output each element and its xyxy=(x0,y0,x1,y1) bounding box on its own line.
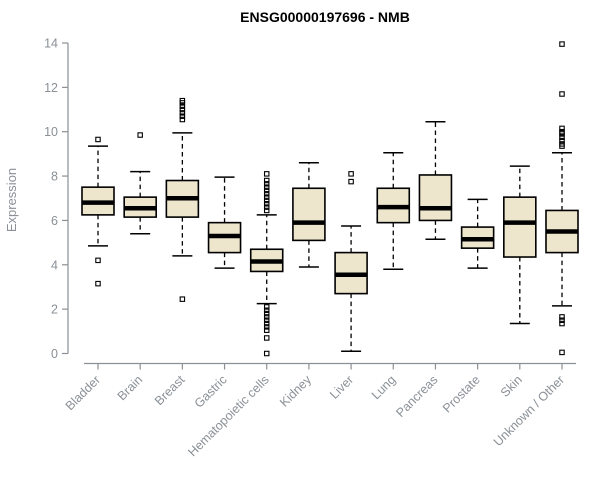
outlier-point xyxy=(559,317,565,323)
chart-title: ENSG00000197696 - NMB xyxy=(240,9,410,25)
outlier-point xyxy=(559,131,565,137)
outlier-point xyxy=(263,320,270,327)
boxplot-breast xyxy=(165,97,200,302)
outlier-point xyxy=(95,257,101,264)
boxplot-pancreas xyxy=(418,120,453,241)
outlier-point xyxy=(263,324,270,330)
iqr-box xyxy=(503,196,537,258)
boxplot-bladder xyxy=(81,136,115,287)
outlier-point xyxy=(559,134,565,141)
outlier-point xyxy=(263,191,270,197)
x-tick-label: Brain xyxy=(115,373,146,404)
y-tick-label: 14 xyxy=(44,37,58,51)
boxplot-lung xyxy=(376,152,411,270)
outlier-point xyxy=(179,116,186,123)
outlier-point xyxy=(95,280,101,287)
y-tick-label: 2 xyxy=(51,303,58,317)
outlier-point xyxy=(263,181,270,187)
outlier-point xyxy=(263,314,270,320)
outlier-point xyxy=(263,184,270,190)
outlier-point xyxy=(179,296,186,302)
y-tick-label: 12 xyxy=(44,81,58,95)
outlier-point xyxy=(559,91,565,97)
outlier-point xyxy=(179,106,186,113)
outlier-point xyxy=(263,335,270,341)
outlier-point xyxy=(263,307,270,314)
x-tick-label: Pancreas xyxy=(393,373,440,420)
outlier-point xyxy=(179,113,186,119)
outlier-point xyxy=(263,197,270,204)
x-tick-label: Lung xyxy=(369,373,399,403)
outlier-point xyxy=(263,350,270,357)
x-tick-label: Gastric xyxy=(192,373,230,411)
outlier-point xyxy=(348,178,354,185)
outlier-point xyxy=(348,171,354,177)
outlier-point xyxy=(137,132,143,138)
y-tick-label: 0 xyxy=(51,347,58,361)
y-tick-label: 6 xyxy=(51,214,58,228)
boxplot-hematopoietic-cells xyxy=(249,171,284,357)
outlier-point xyxy=(179,110,186,116)
outlier-point xyxy=(559,41,565,47)
outlier-point xyxy=(559,137,565,144)
outlier-point xyxy=(559,314,565,320)
outlier-point xyxy=(263,304,270,310)
outlier-point xyxy=(95,136,101,143)
outlier-point xyxy=(263,204,270,210)
outlier-point xyxy=(263,177,270,184)
y-tick-label: 4 xyxy=(51,258,58,272)
outlier-point xyxy=(263,187,270,194)
outlier-point xyxy=(179,100,186,106)
iqr-box xyxy=(418,174,453,222)
outlier-point xyxy=(263,310,270,317)
x-tick-label: Liver xyxy=(327,373,356,402)
outlier-point xyxy=(263,171,270,177)
iqr-box xyxy=(292,187,326,242)
x-tick-label: Hematopoietic cells xyxy=(185,373,272,460)
outlier-point xyxy=(559,125,565,132)
x-tick-label: Breast xyxy=(152,372,188,408)
x-tick-label: Bladder xyxy=(63,373,103,413)
boxplot-prostate xyxy=(460,198,495,269)
outlier-point xyxy=(559,349,565,356)
boxplot-gastric xyxy=(207,176,242,269)
y-tick-label: 10 xyxy=(44,125,58,139)
x-tick-label: Skin xyxy=(498,373,525,400)
boxplot-skin xyxy=(503,165,537,325)
x-tick-label: Kidney xyxy=(277,372,314,409)
boxplot-kidney xyxy=(292,162,326,268)
outlier-point xyxy=(263,201,270,207)
outlier-point xyxy=(263,317,270,323)
outlier-point xyxy=(559,143,565,149)
boxplot-unknown-other xyxy=(545,41,579,356)
x-tick-label: Prostate xyxy=(440,373,483,416)
outlier-point xyxy=(263,194,270,200)
boxplot-liver xyxy=(334,171,368,353)
outlier-point xyxy=(179,103,186,109)
y-axis: 0 2 4 6 8 10 12 14 xyxy=(44,37,69,361)
outlier-point xyxy=(559,320,565,327)
outlier-point xyxy=(263,327,270,333)
outlier-point xyxy=(263,207,270,214)
y-tick-label: 8 xyxy=(51,170,58,184)
boxplot-brain xyxy=(123,132,157,235)
